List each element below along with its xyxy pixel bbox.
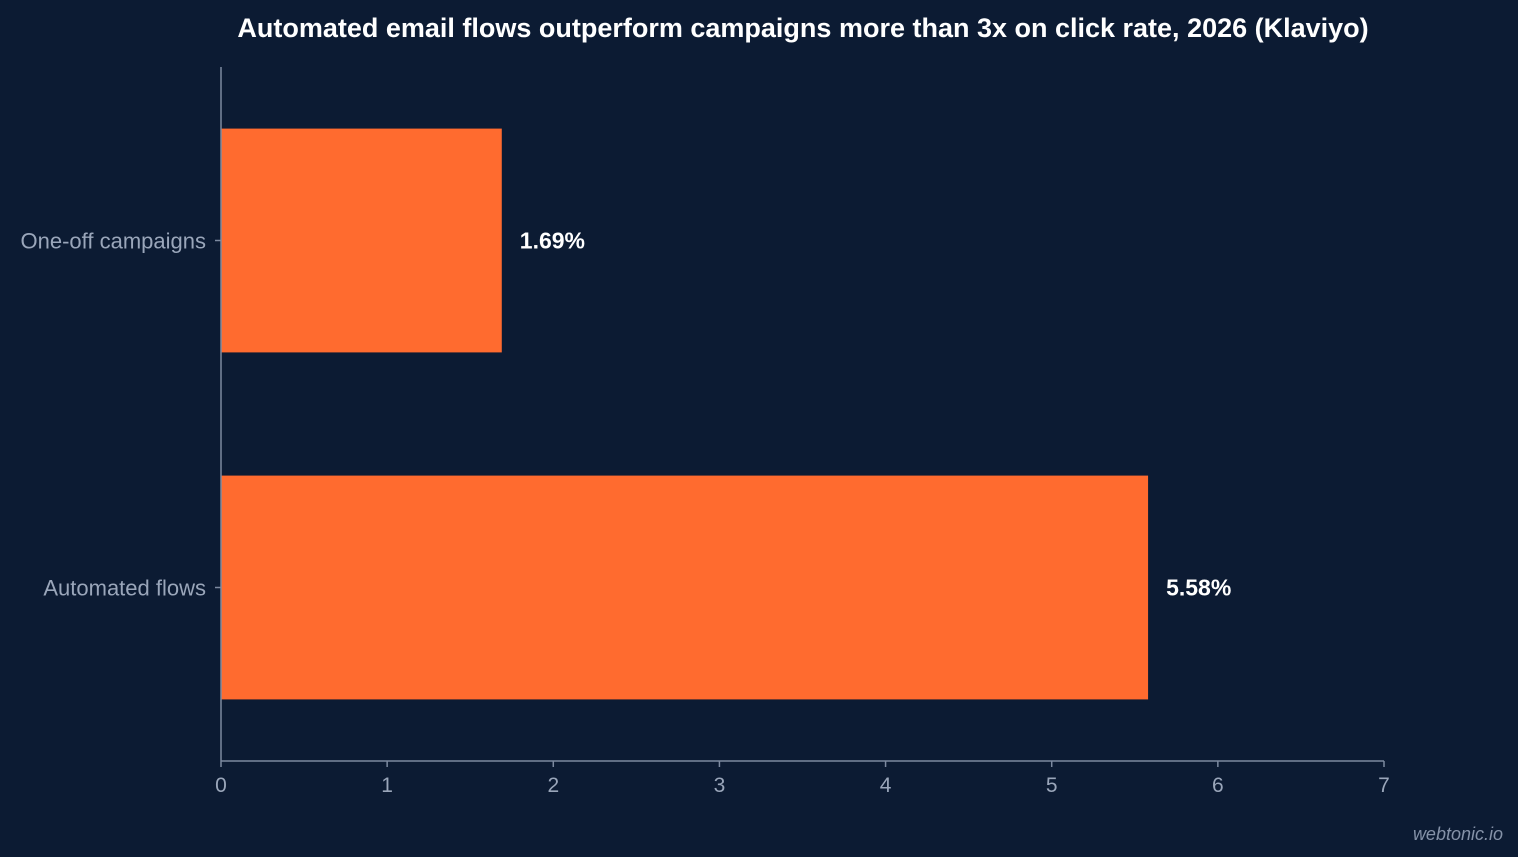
x-tick-label-5: 5 <box>1046 774 1058 797</box>
bar-automated-flows <box>221 475 1149 700</box>
data-label-automated-flows: 5.58% <box>1166 575 1231 601</box>
category-label-automated-flows: Automated flows <box>43 576 206 601</box>
bar-one-off-campaigns <box>221 128 502 353</box>
data-label-one-off-campaigns: 1.69% <box>520 228 585 254</box>
x-tick-label-2: 2 <box>547 774 559 797</box>
credit-text: webtonic.io <box>1413 824 1503 844</box>
x-tick-label-7: 7 <box>1378 774 1390 797</box>
x-tick-label-1: 1 <box>381 774 393 797</box>
chart-title: Automated email flows outperform campaig… <box>237 13 1368 43</box>
x-tick-label-6: 6 <box>1212 774 1224 797</box>
x-tick-label-4: 4 <box>880 774 892 797</box>
x-tick-label-0: 0 <box>215 774 227 797</box>
category-label-one-off-campaigns: One-off campaigns <box>21 229 206 254</box>
axis-layer <box>220 67 1384 762</box>
x-tick-label-3: 3 <box>714 774 726 797</box>
ticks-layer: One-off campaigns Automated flows 0 1 2 3 4 5 6 7 <box>21 229 1390 798</box>
bars-layer: 1.69% 5.58% <box>221 128 1231 700</box>
